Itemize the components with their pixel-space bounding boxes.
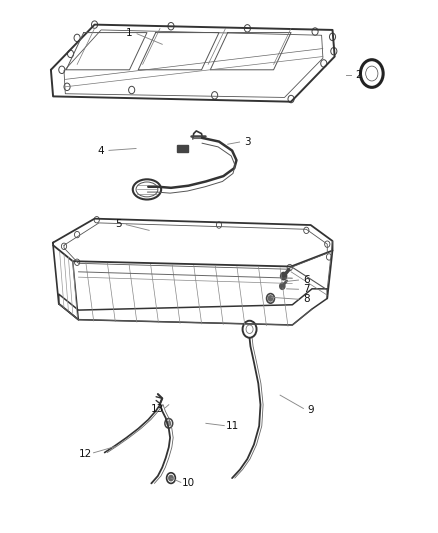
Text: 4: 4 bbox=[98, 146, 104, 156]
Text: 12: 12 bbox=[79, 449, 92, 458]
Circle shape bbox=[366, 66, 378, 81]
Text: 3: 3 bbox=[244, 136, 251, 147]
Circle shape bbox=[268, 296, 273, 301]
Text: 10: 10 bbox=[182, 479, 195, 488]
Text: 6: 6 bbox=[303, 275, 310, 285]
Text: 9: 9 bbox=[307, 405, 314, 415]
Text: 2: 2 bbox=[355, 70, 362, 80]
Circle shape bbox=[169, 475, 173, 481]
Text: 7: 7 bbox=[303, 285, 310, 294]
Text: 11: 11 bbox=[226, 421, 239, 431]
Text: 13: 13 bbox=[151, 404, 165, 414]
Circle shape bbox=[167, 421, 170, 425]
Text: 5: 5 bbox=[115, 219, 122, 229]
Circle shape bbox=[281, 272, 287, 280]
Text: 8: 8 bbox=[303, 294, 310, 304]
Text: 1: 1 bbox=[126, 28, 133, 38]
FancyBboxPatch shape bbox=[177, 145, 187, 152]
Circle shape bbox=[280, 283, 285, 289]
